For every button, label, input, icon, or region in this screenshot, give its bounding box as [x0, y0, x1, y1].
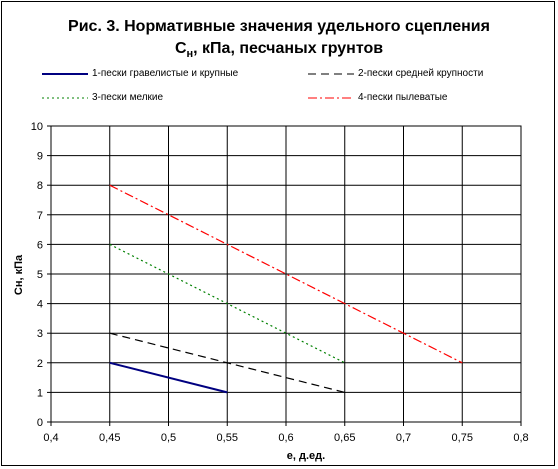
legend-swatch-4: [308, 97, 354, 98]
series-line-3: [109, 243, 346, 364]
x-tick-label: 0,7: [396, 432, 411, 444]
y-tick-label: 3: [37, 328, 43, 340]
y-tick-label: 0: [37, 417, 43, 429]
x-tick-label: 0,55: [217, 432, 238, 444]
y-tick-label: 5: [37, 269, 43, 281]
x-axis-label: e, д.ед.: [287, 450, 325, 462]
x-tick-label: 0,4: [43, 432, 58, 444]
chart-subtitle: Cн, кПа, песчаных грунтов: [0, 40, 558, 60]
y-tick-label: 2: [37, 358, 43, 370]
plot-area-border: [50, 125, 522, 423]
subtitle-subscript: н: [186, 48, 194, 61]
legend-item-1: 1-пески гравелистые и крупные: [42, 68, 238, 79]
legend-label-4: 4-пески пылеватые: [358, 92, 448, 103]
legend-item-4: 4-пески пылеватые: [308, 92, 447, 103]
y-tick-label: 8: [37, 180, 43, 192]
chart-title: Рис. 3. Нормативные значения удельного с…: [68, 18, 490, 35]
y-tick-label: 4: [37, 299, 43, 311]
y-tick-label: 9: [37, 151, 43, 163]
subtitle-prefix: C: [174, 40, 187, 57]
subtitle-suffix: , кПа, песчаных грунтов: [193, 40, 384, 57]
series-line-1: [109, 361, 228, 394]
x-tick-label: 0,75: [452, 432, 473, 444]
legend-label-1: 1-пески гравелистые и крупные: [92, 68, 239, 79]
legend-swatch-2: [308, 73, 354, 74]
y-tick-label: 10: [31, 121, 43, 133]
x-tick-label: 0,45: [99, 432, 120, 444]
x-tick-label: 0,8: [513, 432, 528, 444]
series-line-4: [109, 184, 463, 364]
legend-item-3: 3-пески мелкие: [42, 92, 163, 103]
series-line-2: [109, 332, 345, 393]
y-tick-label: 1: [37, 387, 43, 399]
legend-swatch-1: [42, 72, 88, 75]
x-tick-label: 0,65: [334, 432, 355, 444]
y-tick-label: 6: [37, 239, 43, 251]
y-tick-label: 7: [37, 210, 43, 222]
legend-label-3: 3-пески мелкие: [92, 92, 164, 103]
legend-label-2: 2-пески средней крупности: [358, 68, 484, 79]
x-tick-label: 0,5: [161, 432, 176, 444]
y-axis-label: Cн, кПа: [13, 254, 25, 295]
legend-item-2: 2-пески средней крупности: [308, 68, 483, 79]
x-tick-label: 0,6: [278, 432, 293, 444]
